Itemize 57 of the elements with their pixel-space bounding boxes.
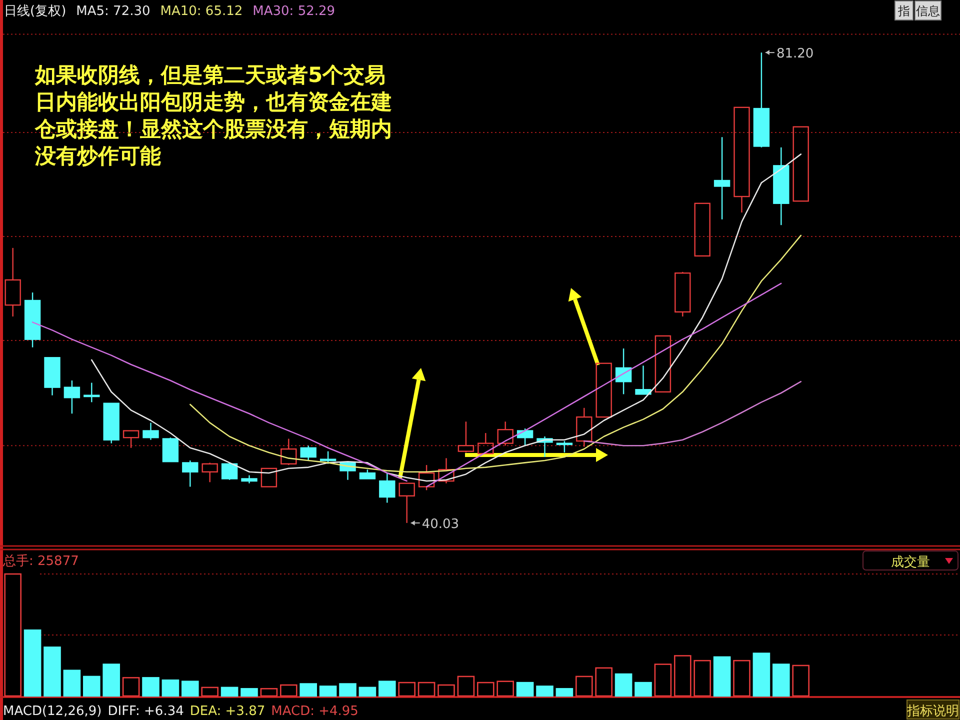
bar xyxy=(319,686,337,697)
bar xyxy=(614,673,632,697)
text: MACD: +4.95 xyxy=(271,704,358,719)
bar xyxy=(536,686,554,697)
chart-title: 日线(复权) xyxy=(4,4,66,19)
bar xyxy=(733,660,750,697)
bar xyxy=(438,684,455,697)
button: 信息 xyxy=(914,0,942,20)
bar xyxy=(182,680,199,697)
bar xyxy=(556,688,574,697)
bar xyxy=(674,655,692,697)
bar xyxy=(358,686,376,697)
button: 指 xyxy=(894,0,914,20)
bar xyxy=(713,656,731,697)
bar xyxy=(477,682,494,697)
bar xyxy=(457,676,475,697)
annotation: 81.20 xyxy=(776,46,814,62)
bar xyxy=(792,664,810,697)
bar xyxy=(595,667,612,697)
bar xyxy=(694,660,711,697)
bar xyxy=(418,682,436,697)
text: MA5: 72.30 xyxy=(76,4,150,19)
text: DEA: +3.87 xyxy=(190,704,266,719)
button: 指标说明 xyxy=(906,700,960,720)
bar xyxy=(44,646,61,697)
bar xyxy=(201,686,218,697)
text: MA10: 65.12 xyxy=(160,4,243,19)
annotation: 如果收阴线，但是第二天或者5个交易日内能收出阳包阴走势，也有资金在建仓或接盘！显然这个股票没有，短期内没有炒作可能 xyxy=(34,63,392,168)
bar xyxy=(576,676,593,697)
chart-title: 总手: 25877 xyxy=(2,554,79,569)
text: DIFF: +6.34 xyxy=(108,704,184,719)
bar xyxy=(63,670,81,697)
bar xyxy=(772,664,790,697)
bar xyxy=(398,682,416,697)
bar xyxy=(142,677,160,697)
bar xyxy=(83,676,100,697)
bar xyxy=(240,688,258,697)
bar xyxy=(516,682,534,697)
dropdown: 成交量 xyxy=(862,550,958,570)
bar xyxy=(4,573,22,697)
bar xyxy=(280,684,298,697)
text: MA30: 52.29 xyxy=(252,4,336,19)
text: MACD(12,26,9) xyxy=(3,704,102,719)
bar xyxy=(260,688,278,697)
bar xyxy=(102,664,120,697)
bar xyxy=(496,680,514,697)
bar xyxy=(220,686,238,697)
bar xyxy=(654,664,672,697)
annotation: 40.03 xyxy=(422,516,460,532)
bar xyxy=(162,679,180,697)
bar xyxy=(339,683,356,697)
bar xyxy=(122,677,140,697)
bar xyxy=(752,652,770,697)
bar xyxy=(378,680,396,697)
bar xyxy=(24,629,42,697)
bar xyxy=(634,682,652,697)
bar xyxy=(300,683,317,697)
